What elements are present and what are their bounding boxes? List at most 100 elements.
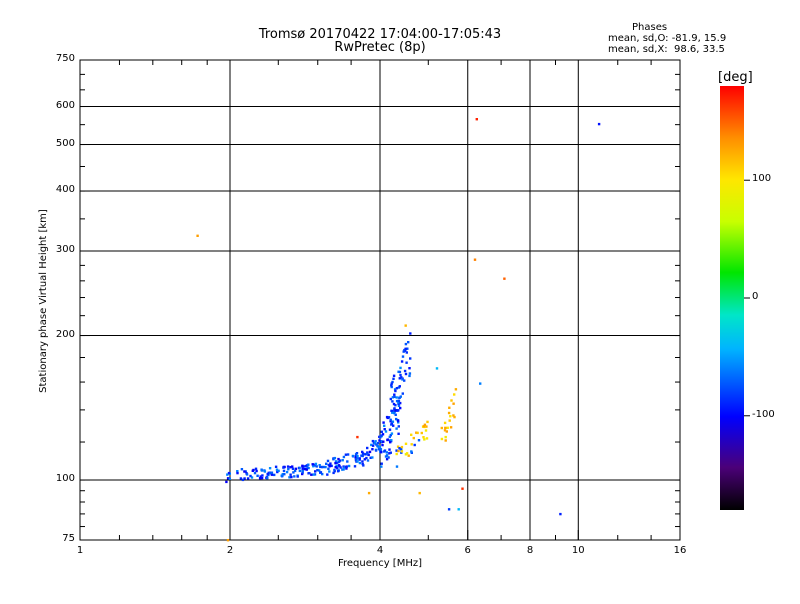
o-trace-point xyxy=(385,451,388,454)
o-trace-point xyxy=(388,452,391,455)
isolated-echo-point xyxy=(461,487,464,490)
o-trace-point xyxy=(351,454,355,458)
x-trace-point xyxy=(413,443,416,447)
x-tick-label: 8 xyxy=(526,545,534,556)
x-trace-point xyxy=(449,415,452,418)
x-trace-point xyxy=(446,426,449,429)
o-trace-point xyxy=(390,423,393,426)
o-trace-point xyxy=(289,473,292,476)
o-trace-point xyxy=(301,469,304,473)
x-tick-label: 1 xyxy=(76,545,84,556)
o-trace-point xyxy=(389,451,392,454)
o-trace-point xyxy=(256,474,259,477)
o-trace-point xyxy=(341,468,344,471)
o-trace-point xyxy=(294,467,298,470)
o-trace-point xyxy=(301,467,304,470)
o-trace-point xyxy=(394,413,397,416)
o-trace-point xyxy=(399,395,402,398)
o-trace-point xyxy=(347,464,351,468)
o-trace-point xyxy=(393,407,396,410)
o-trace-point xyxy=(358,461,362,465)
o-trace-point xyxy=(397,421,400,424)
o-trace-point xyxy=(391,400,394,403)
o-trace-point xyxy=(397,402,400,406)
o-trace-point xyxy=(398,370,402,374)
x-trace-point xyxy=(395,449,398,452)
o-trace-point xyxy=(282,469,286,473)
colorbar-tick-label: 0 xyxy=(752,291,759,302)
x-trace-point xyxy=(397,449,400,453)
o-trace-point xyxy=(225,480,228,484)
o-trace-point xyxy=(338,459,342,462)
o-trace-point xyxy=(401,355,405,358)
o-trace-point xyxy=(314,470,317,473)
o-trace-point xyxy=(305,468,308,471)
o-trace-point xyxy=(398,377,401,380)
o-trace-point xyxy=(310,473,313,476)
o-trace-point xyxy=(336,467,339,470)
o-trace-point xyxy=(360,454,363,457)
o-trace-point xyxy=(335,464,338,468)
o-trace-point xyxy=(353,465,357,468)
o-trace-point xyxy=(337,457,340,461)
o-trace-point xyxy=(286,465,290,468)
o-trace-point xyxy=(283,473,286,476)
o-trace-point xyxy=(384,455,388,458)
colorbar-tick-label: -100 xyxy=(752,408,775,420)
o-trace-point xyxy=(354,453,358,456)
o-trace-point xyxy=(398,385,401,388)
o-trace-point xyxy=(243,470,246,473)
y-tick-label: 500 xyxy=(55,137,75,149)
o-trace-point xyxy=(337,460,341,464)
o-trace-point xyxy=(366,446,369,450)
o-trace-point xyxy=(341,459,344,462)
o-trace-point xyxy=(392,374,396,377)
o-trace-point xyxy=(260,476,264,480)
o-trace-point xyxy=(363,458,366,461)
x-trace-point xyxy=(425,437,429,440)
o-trace-point xyxy=(379,434,383,437)
x-trace-point xyxy=(415,431,418,434)
o-trace-point xyxy=(389,418,392,421)
o-trace-point xyxy=(246,477,250,480)
o-trace-point xyxy=(301,464,304,467)
isolated-echo-point xyxy=(479,382,482,385)
o-trace-point xyxy=(390,409,393,412)
grid-lines xyxy=(80,60,680,540)
isolated-echo-point xyxy=(447,508,451,511)
o-trace-point xyxy=(260,469,264,472)
o-trace-point xyxy=(409,357,412,360)
o-trace-point xyxy=(307,463,310,466)
x-trace-point xyxy=(424,429,428,432)
o-trace-point xyxy=(394,404,397,407)
x-trace-point xyxy=(400,450,404,453)
o-trace-point xyxy=(281,473,284,476)
o-trace-point xyxy=(408,374,411,378)
x-trace-point xyxy=(404,442,408,445)
o-trace-point xyxy=(346,460,349,463)
o-trace-point xyxy=(263,470,267,473)
o-trace-point xyxy=(384,430,388,433)
x-trace-point xyxy=(400,445,404,449)
y-axis-title: Stationary phase Virtual Height [km] xyxy=(38,209,49,393)
x-tick-label: 6 xyxy=(464,545,471,556)
o-trace-point xyxy=(344,453,348,456)
o-trace-point xyxy=(389,441,392,444)
o-trace-point xyxy=(266,476,269,480)
o-trace-point xyxy=(408,372,412,375)
o-trace-point xyxy=(251,469,254,472)
o-trace-point xyxy=(404,342,408,346)
o-trace-point xyxy=(327,467,330,470)
o-trace-point xyxy=(397,370,400,373)
x-trace-point xyxy=(420,431,423,435)
o-trace-point xyxy=(329,462,332,465)
o-trace-point xyxy=(361,450,364,454)
o-trace-point xyxy=(339,466,342,469)
o-trace-point xyxy=(391,380,394,384)
o-trace-point xyxy=(397,404,401,407)
chart-subtitle: RwPretec (8p) xyxy=(334,40,426,55)
o-trace-point xyxy=(319,471,322,474)
x-trace-point xyxy=(410,433,413,436)
o-trace-point xyxy=(288,476,291,479)
o-trace-point xyxy=(380,440,384,443)
